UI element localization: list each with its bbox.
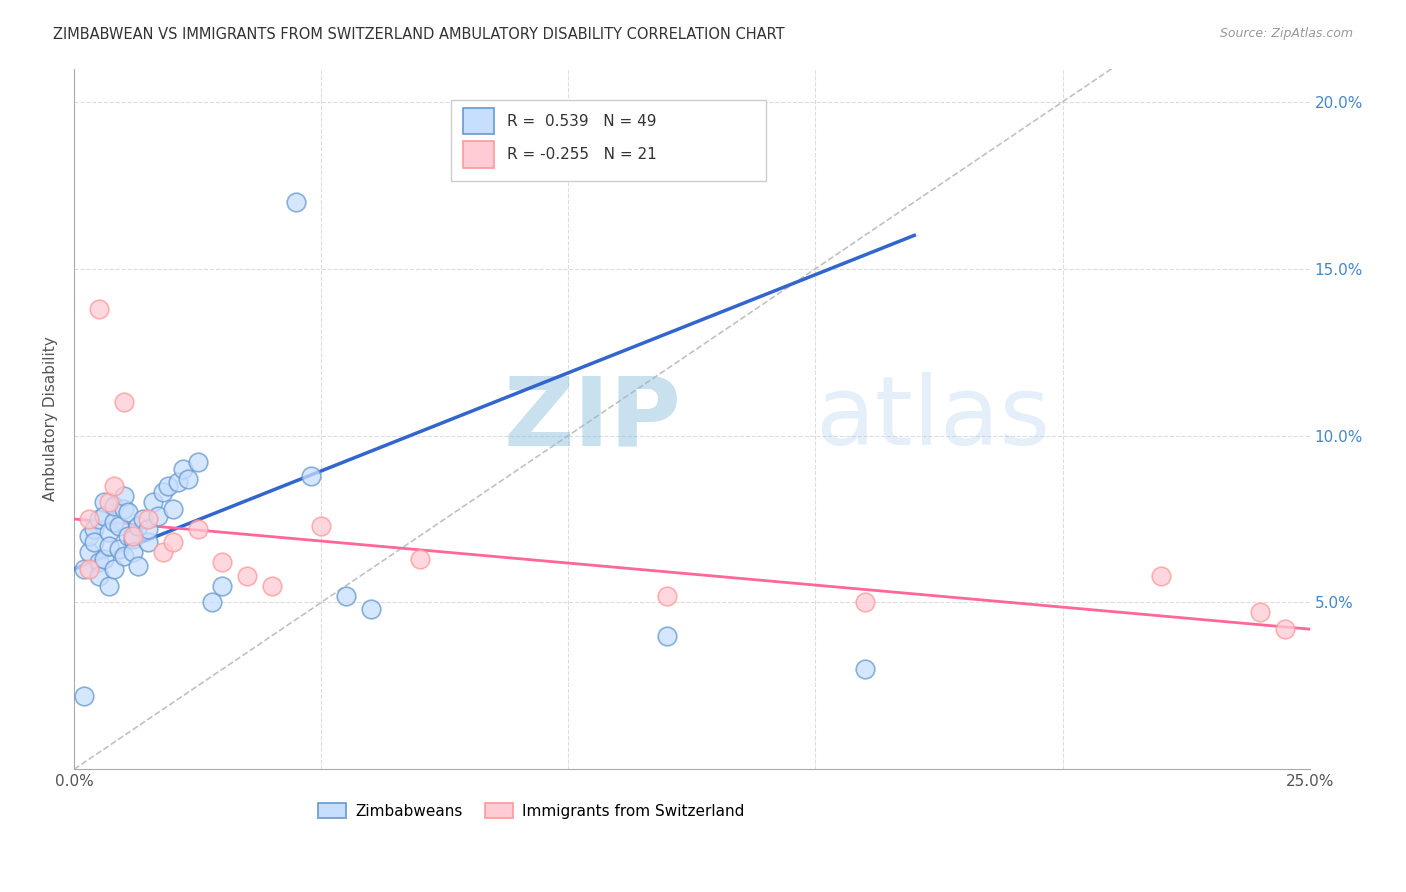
Text: atlas: atlas: [815, 373, 1050, 466]
Point: [236, 568, 259, 582]
Point: [87, 555, 110, 569]
Point: [107, 542, 129, 557]
Point: [73, 562, 96, 576]
Point: [156, 478, 179, 492]
Point: [177, 472, 200, 486]
Point: [167, 475, 190, 490]
Point: [117, 529, 139, 543]
Point: [93, 495, 115, 509]
Point: [83, 522, 105, 536]
Point: [1249, 606, 1271, 620]
FancyBboxPatch shape: [451, 100, 766, 181]
Point: [309, 518, 332, 533]
Point: [112, 395, 135, 409]
Point: [112, 549, 135, 563]
Point: [117, 505, 139, 519]
Point: [97, 525, 120, 540]
Point: [87, 512, 110, 526]
Point: [93, 508, 115, 523]
Point: [335, 589, 357, 603]
Point: [142, 495, 165, 509]
Point: [162, 535, 184, 549]
Legend: Zimbabweans, Immigrants from Switzerland: Zimbabweans, Immigrants from Switzerland: [312, 797, 751, 825]
Point: [260, 579, 283, 593]
Point: [103, 562, 125, 576]
Text: ZIMBABWEAN VS IMMIGRANTS FROM SWITZERLAND AMBULATORY DISABILITY CORRELATION CHAR: ZIMBABWEAN VS IMMIGRANTS FROM SWITZERLAN…: [53, 27, 785, 42]
Point: [132, 512, 155, 526]
Point: [1150, 568, 1173, 582]
Point: [77, 545, 100, 559]
Point: [112, 502, 135, 516]
Y-axis label: Ambulatory Disability: Ambulatory Disability: [44, 336, 58, 501]
Point: [73, 689, 96, 703]
Point: [211, 555, 233, 569]
Text: R = -0.255   N = 21: R = -0.255 N = 21: [506, 147, 657, 162]
Point: [127, 518, 149, 533]
Point: [77, 512, 100, 526]
Point: [211, 579, 233, 593]
Point: [201, 595, 224, 609]
Point: [97, 579, 120, 593]
Point: [83, 535, 105, 549]
Point: [136, 512, 159, 526]
Text: ZIP: ZIP: [505, 373, 682, 466]
Point: [853, 595, 876, 609]
Point: [853, 662, 876, 676]
Point: [93, 552, 115, 566]
Point: [97, 495, 120, 509]
Point: [103, 478, 125, 492]
Point: [162, 502, 184, 516]
Point: [360, 602, 382, 616]
Point: [77, 562, 100, 576]
Point: [97, 539, 120, 553]
Point: [103, 499, 125, 513]
Point: [77, 529, 100, 543]
Point: [152, 485, 174, 500]
Point: [152, 545, 174, 559]
FancyBboxPatch shape: [464, 108, 494, 135]
Point: [409, 552, 432, 566]
FancyBboxPatch shape: [464, 142, 494, 168]
Point: [122, 529, 145, 543]
Point: [103, 516, 125, 530]
Point: [127, 558, 149, 573]
Point: [87, 301, 110, 316]
Point: [122, 532, 145, 546]
Point: [299, 468, 322, 483]
Text: R =  0.539   N = 49: R = 0.539 N = 49: [506, 113, 657, 128]
Text: Source: ZipAtlas.com: Source: ZipAtlas.com: [1219, 27, 1353, 40]
Point: [285, 194, 308, 209]
Point: [657, 629, 679, 643]
Point: [122, 545, 145, 559]
Point: [107, 518, 129, 533]
Point: [87, 568, 110, 582]
Point: [187, 455, 209, 469]
Point: [136, 522, 159, 536]
Point: [112, 489, 135, 503]
Point: [172, 462, 194, 476]
Point: [657, 589, 679, 603]
Point: [1274, 622, 1296, 636]
Point: [187, 522, 209, 536]
Point: [136, 535, 159, 549]
Point: [146, 508, 169, 523]
